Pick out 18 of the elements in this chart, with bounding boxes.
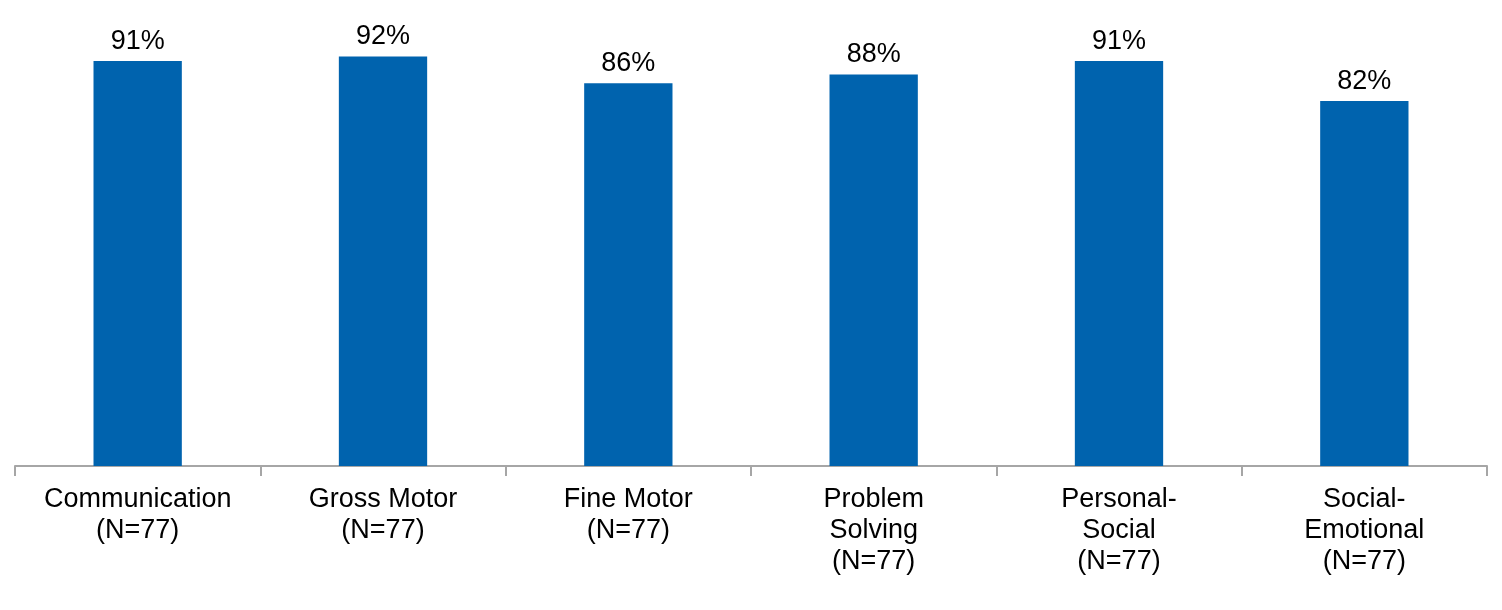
x-tick-label: Personal- Social (N=77) [1061,482,1177,575]
x-tick-label: Fine Motor (N=77) [563,482,693,544]
x-tick-label: Gross Motor (N=77) [308,482,458,544]
bar [584,83,673,466]
bar [1074,61,1164,466]
bar [338,56,428,466]
x-tick-label: Social- Emotional (N=77) [1304,482,1425,575]
data-label: 91% [1091,24,1147,55]
x-tick-label: Problem Solving (N=77) [823,482,924,575]
x-tick-label: Communication (N=77) [43,482,232,544]
bar [829,74,918,466]
bar [1320,101,1409,466]
data-label: 86% [601,46,656,77]
data-label: 88% [846,37,901,68]
data-label: 92% [355,20,411,51]
data-label: 82% [1337,64,1392,95]
data-label: 91% [110,24,165,55]
bar [93,61,182,466]
